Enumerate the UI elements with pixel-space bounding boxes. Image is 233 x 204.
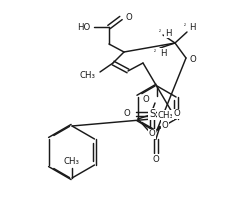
Text: O: O xyxy=(149,130,155,139)
Text: O: O xyxy=(142,95,149,104)
Text: O: O xyxy=(153,154,159,163)
Text: H: H xyxy=(189,22,195,31)
Text: CH₃: CH₃ xyxy=(64,157,80,166)
Text: O: O xyxy=(173,110,180,119)
Text: ²: ² xyxy=(154,51,156,55)
Text: O: O xyxy=(190,54,197,63)
Text: O: O xyxy=(126,13,133,22)
Text: H: H xyxy=(160,49,167,58)
Text: H: H xyxy=(165,29,171,38)
Text: ²: ² xyxy=(184,24,186,30)
Text: S: S xyxy=(149,109,155,119)
Text: O: O xyxy=(123,110,130,119)
Text: HO: HO xyxy=(77,22,90,31)
Text: ²: ² xyxy=(159,31,161,35)
Text: O: O xyxy=(162,121,169,130)
Text: CH₃: CH₃ xyxy=(80,71,96,81)
Text: CH₃: CH₃ xyxy=(158,111,174,120)
